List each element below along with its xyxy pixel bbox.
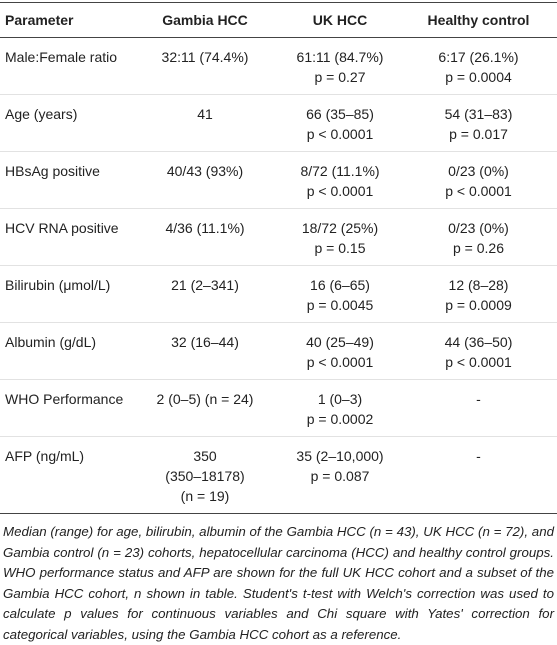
value-cell: 41 bbox=[130, 94, 280, 152]
value-cell: 40/43 (93%) bbox=[130, 151, 280, 209]
footnote: Median (range) for age, bilirubin, album… bbox=[3, 524, 554, 642]
value-cell: - bbox=[400, 379, 557, 437]
value-cell: 0/23 (0%) p < 0.0001 bbox=[400, 151, 557, 209]
cell-line: p = 0.0002 bbox=[306, 411, 374, 427]
value-cell: 44 (36–50) p < 0.0001 bbox=[400, 322, 557, 380]
cell-line: p < 0.0001 bbox=[445, 183, 512, 199]
cell-line: p < 0.0001 bbox=[306, 126, 374, 142]
cell-line: 40/43 (93%) bbox=[166, 163, 244, 179]
cell-line: p = 0.27 bbox=[314, 69, 366, 85]
cell-line: 40 (25–49) bbox=[306, 334, 374, 350]
cell-line: (n = 19) bbox=[180, 488, 230, 504]
column-header: Gambia HCC bbox=[130, 2, 280, 38]
table-row: Age (years) 41 66 (35–85) p < 0.0001 54 (31–… bbox=[0, 94, 557, 152]
cell-line: HBsAg positive bbox=[5, 163, 100, 179]
table-row: Albumin (g/dL) 32 (16–44) 40 (25–49) p < 0.… bbox=[0, 322, 557, 380]
parameter-cell: Male:Female ratio bbox=[0, 37, 130, 95]
cell-line: p = 0.15 bbox=[314, 240, 366, 256]
value-cell: 0/23 (0%) p = 0.26 bbox=[400, 208, 557, 266]
table-row: AFP (ng/mL) 350 (350–18178) (n = 19) 35 (2–1… bbox=[0, 437, 557, 514]
cell-line: p < 0.0001 bbox=[306, 183, 374, 199]
parameter-cell: HBsAg positive bbox=[0, 151, 130, 209]
cell-line: 66 (35–85) bbox=[306, 106, 374, 122]
cell-line: 1 (0–3) bbox=[317, 391, 363, 407]
cell-line: 41 bbox=[197, 106, 213, 122]
cell-line: p = 0.087 bbox=[310, 468, 370, 484]
value-cell: 40 (25–49) p < 0.0001 bbox=[280, 322, 400, 380]
value-cell: 18/72 (25%) p = 0.15 bbox=[280, 208, 400, 266]
table-row: HCV RNA positive 4/36 (11.1%) 18/72 (25%) p… bbox=[0, 208, 557, 266]
cell-line: p = 0.0004 bbox=[445, 69, 512, 85]
cell-line: HCV RNA positive bbox=[5, 220, 119, 236]
cell-line: AFP (ng/mL) bbox=[5, 448, 85, 464]
value-cell: 16 (6–65) p = 0.0045 bbox=[280, 265, 400, 323]
column-header: Parameter bbox=[0, 2, 130, 38]
parameter-cell: Bilirubin (μmol/L) bbox=[0, 265, 130, 323]
parameter-cell: WHO Performance bbox=[0, 379, 130, 437]
cell-line: 35 (2–10,000) bbox=[296, 448, 384, 464]
cell-line: - bbox=[476, 448, 481, 464]
cell-line: p < 0.0001 bbox=[306, 354, 374, 370]
cell-line: p = 0.0045 bbox=[306, 297, 374, 313]
table-body: Male:Female ratio 32:11 (74.4%) 61:11 (84.… bbox=[0, 37, 557, 514]
table-row: HBsAg positive 40/43 (93%) 8/72 (11.1%) p <… bbox=[0, 151, 557, 209]
cell-line: 4/36 (11.1%) bbox=[165, 220, 245, 236]
column-header: UK HCC bbox=[280, 2, 400, 38]
cell-line: Male:Female ratio bbox=[5, 49, 118, 65]
cell-line: p = 0.017 bbox=[449, 126, 508, 142]
cell-line: 350 bbox=[193, 448, 217, 464]
column-header: Healthy control bbox=[400, 2, 557, 38]
cell-line: 61:11 (84.7%) bbox=[296, 49, 384, 65]
cell-line: 32 (16–44) bbox=[171, 334, 239, 350]
cell-line: 21 (2–341) bbox=[171, 277, 239, 293]
parameter-cell: Age (years) bbox=[0, 94, 130, 152]
header-row: Parameter Gambia HCC UK HCC Healthy control bbox=[0, 2, 557, 38]
value-cell: - bbox=[400, 437, 557, 514]
cell-line: p < 0.0001 bbox=[445, 354, 512, 370]
cell-line: Albumin (g/dL) bbox=[5, 334, 97, 350]
parameter-cell: HCV RNA positive bbox=[0, 208, 130, 266]
cell-line: 0/23 (0%) bbox=[448, 220, 509, 236]
value-cell: 6:17 (26.1%) p = 0.0004 bbox=[400, 37, 557, 95]
value-cell: 1 (0–3) p = 0.0002 bbox=[280, 379, 400, 437]
value-cell: 8/72 (11.1%) p < 0.0001 bbox=[280, 151, 400, 209]
value-cell: 12 (8–28) p = 0.0009 bbox=[400, 265, 557, 323]
value-cell: 21 (2–341) bbox=[130, 265, 280, 323]
table-row: WHO Performance 2 (0–5) (n = 24) 1 (0–3) p … bbox=[0, 379, 557, 437]
value-cell: 66 (35–85) p < 0.0001 bbox=[280, 94, 400, 152]
cell-line: p = 0.0009 bbox=[445, 297, 512, 313]
parameter-cell: AFP (ng/mL) bbox=[0, 437, 130, 514]
cell-line: 8/72 (11.1%) bbox=[300, 163, 380, 179]
value-cell: 35 (2–10,000) p = 0.087 bbox=[280, 437, 400, 514]
cell-line: 32:11 (74.4%) bbox=[161, 49, 249, 65]
value-cell: 32:11 (74.4%) bbox=[130, 37, 280, 95]
value-cell: 4/36 (11.1%) bbox=[130, 208, 280, 266]
cell-line: 18/72 (25%) bbox=[301, 220, 379, 236]
table-row: Male:Female ratio 32:11 (74.4%) 61:11 (84.… bbox=[0, 37, 557, 95]
value-cell: 32 (16–44) bbox=[130, 322, 280, 380]
cell-line: 54 (31–83) bbox=[444, 106, 513, 122]
value-cell: 54 (31–83) p = 0.017 bbox=[400, 94, 557, 152]
cell-line: 16 (6–65) bbox=[310, 277, 370, 293]
cell-line: p = 0.26 bbox=[453, 240, 504, 256]
cell-line: 2 (0–5) (n = 24) bbox=[156, 391, 254, 407]
cell-line: 12 (8–28) bbox=[448, 277, 509, 293]
cell-line: - bbox=[476, 391, 481, 407]
cell-line: 0/23 (0%) bbox=[448, 163, 509, 179]
cell-line: Age (years) bbox=[5, 106, 78, 122]
table-row: Bilirubin (μmol/L) 21 (2–341) 16 (6–65) p =… bbox=[0, 265, 557, 323]
cell-line: Bilirubin (μmol/L) bbox=[5, 277, 111, 293]
parameter-cell: Albumin (g/dL) bbox=[0, 322, 130, 380]
cell-line: 6:17 (26.1%) bbox=[438, 49, 519, 65]
cell-line: 44 (36–50) bbox=[444, 334, 513, 350]
value-cell: 350 (350–18178) (n = 19) bbox=[130, 437, 280, 514]
cell-line: WHO Performance bbox=[5, 391, 124, 407]
data-table: Parameter Gambia HCC UK HCC Healthy control… bbox=[0, 2, 557, 514]
cell-line: (350–18178) bbox=[165, 468, 245, 484]
value-cell: 61:11 (84.7%) p = 0.27 bbox=[280, 37, 400, 95]
value-cell: 2 (0–5) (n = 24) bbox=[130, 379, 280, 437]
